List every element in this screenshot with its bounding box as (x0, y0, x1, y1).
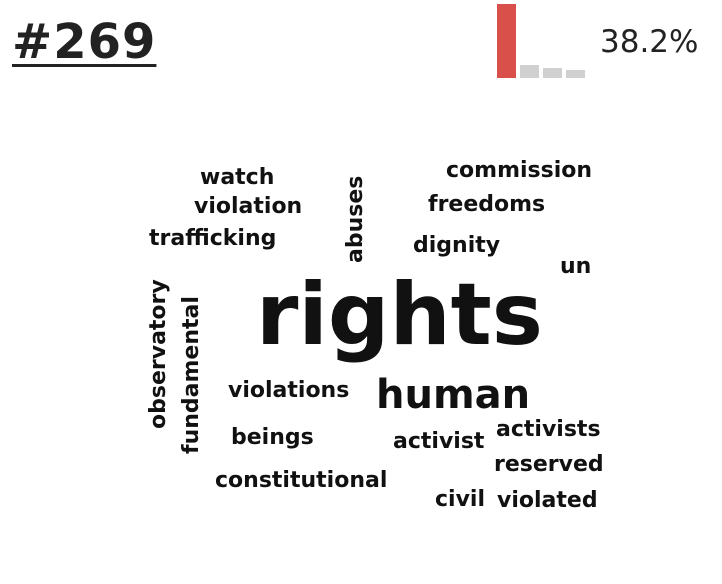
mini-bar-4 (566, 70, 585, 78)
word-civil: civil (435, 487, 486, 512)
mini-bar-3 (543, 68, 562, 78)
word-activist: activist (393, 429, 485, 454)
word-rights: rights (256, 265, 543, 365)
word-dignity: dignity (413, 233, 501, 258)
word-violation: violation (194, 194, 303, 219)
mini-bar-chart (497, 4, 587, 78)
word-un: un (560, 254, 592, 279)
word-watch: watch (200, 165, 275, 190)
topic-percent: 38.2% (600, 24, 699, 60)
topic-id-heading: #269 (12, 14, 157, 70)
word-reserved: reserved (494, 452, 604, 477)
word-commission: commission (446, 158, 593, 183)
word-abuses: abuses (343, 175, 368, 263)
word-violations: violations (228, 378, 350, 403)
word-fundamental: fundamental (179, 296, 204, 454)
word-violated: violated (497, 488, 598, 513)
word-beings: beings (231, 425, 314, 450)
word-activists: activists (496, 417, 601, 442)
word-freedoms: freedoms (428, 192, 546, 217)
word-human: human (376, 372, 531, 418)
word-trafficking: trafficking (149, 226, 277, 251)
word-observatory: observatory (146, 279, 171, 429)
mini-bar-1 (497, 4, 516, 78)
word-constitutional: constitutional (215, 468, 388, 493)
mini-bar-2 (520, 65, 539, 78)
